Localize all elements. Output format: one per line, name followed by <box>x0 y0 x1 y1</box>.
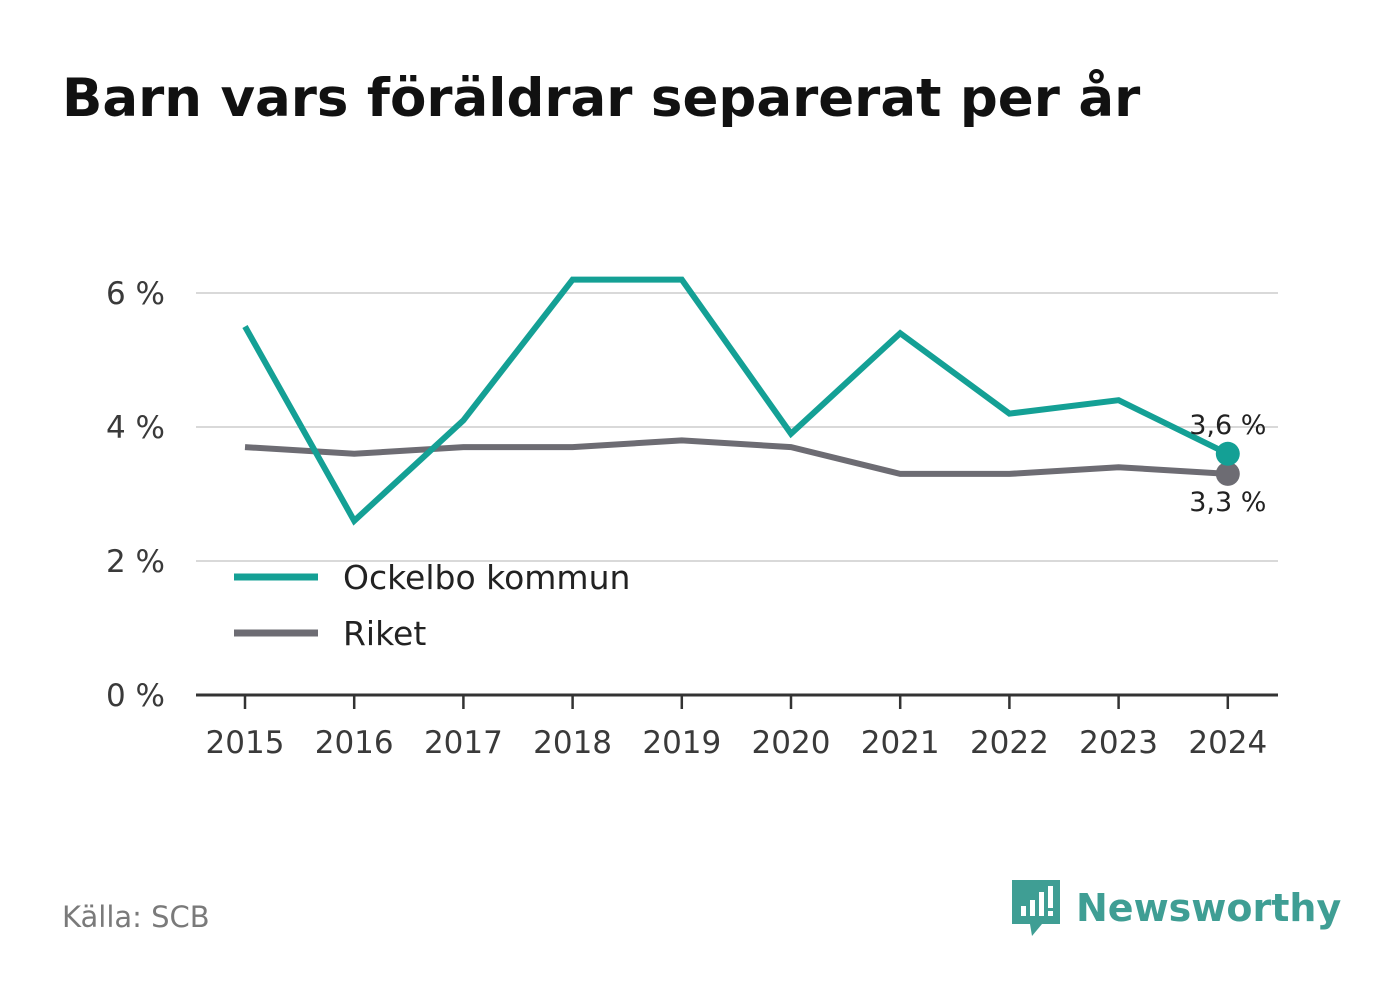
brand-logo: Newsworthy <box>1010 878 1341 938</box>
series-line-ockelbo <box>242 276 1230 526</box>
legend: Ockelbo kommun Riket <box>234 558 630 653</box>
x-axis <box>196 693 1278 709</box>
x-tick-label: 2016 <box>315 725 394 761</box>
y-tick-label: 6 % <box>106 276 165 312</box>
series-line-riket <box>244 437 1228 477</box>
series-end-point <box>1215 461 1240 486</box>
x-axis-tick-labels: 2015 2016 2017 2018 2019 2020 2021 2022 2023 2024 <box>206 725 1268 761</box>
y-axis-tick-labels: 0 % 2 % 4 % 6 % <box>106 276 165 714</box>
legend-label: Ockelbo kommun <box>343 558 630 597</box>
x-tick-label: 2017 <box>424 725 503 761</box>
x-tick-label: 2021 <box>861 725 940 761</box>
end-value-label: 3,6 % <box>1189 410 1266 441</box>
y-tick-label: 0 % <box>106 678 165 714</box>
x-tick-label: 2022 <box>970 725 1049 761</box>
source-note: Källa: SCB <box>62 900 210 934</box>
x-tick-label: 2020 <box>752 725 831 761</box>
x-tick-label: 2023 <box>1079 725 1158 761</box>
bar-chart-speech-bubble-icon <box>1012 880 1060 936</box>
y-tick-label: 4 % <box>106 410 165 446</box>
grid-lines <box>196 292 1278 562</box>
series-lines <box>242 276 1240 526</box>
legend-label: Riket <box>343 614 426 653</box>
x-tick-label: 2015 <box>206 725 285 761</box>
series-end-point <box>1215 441 1240 466</box>
x-tick-label: 2019 <box>642 725 721 761</box>
x-tick-label: 2018 <box>533 725 612 761</box>
end-value-labels: 3,6 % 3,3 % <box>1189 410 1266 518</box>
chart-title: Barn vars föräldrar separerat per år <box>62 68 1141 129</box>
end-value-label: 3,3 % <box>1189 487 1266 518</box>
y-tick-label: 2 % <box>106 544 165 580</box>
brand-name: Newsworthy <box>1076 886 1342 930</box>
x-tick-label: 2024 <box>1188 725 1267 761</box>
